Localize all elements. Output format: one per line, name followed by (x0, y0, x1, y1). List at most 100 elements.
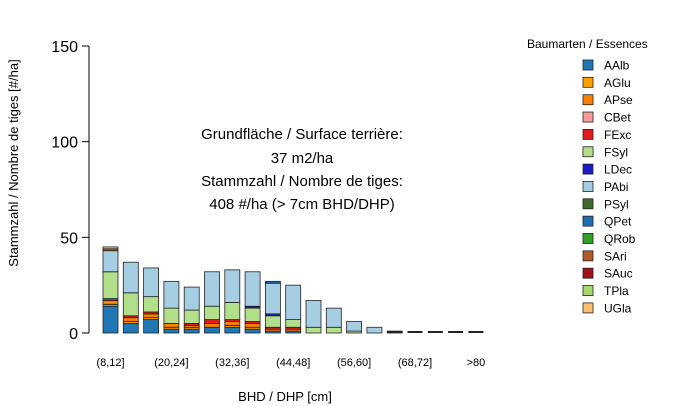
bar-segment (305, 300, 322, 328)
legend-label: FSyl (604, 145, 628, 159)
legend-item: PAbi (582, 180, 628, 194)
bar-segment (183, 286, 200, 311)
bar-segment (264, 282, 281, 315)
bar-segment (224, 321, 241, 326)
annotation-line: 408 #/ha (> 7cm BHD/DHP) (209, 196, 395, 213)
legend-swatch (582, 267, 594, 279)
bar-stack (285, 284, 302, 334)
legend-item: LDec (582, 163, 632, 177)
legend-label: APse (604, 93, 633, 107)
bar-segment (204, 305, 220, 321)
bar-segment (204, 323, 220, 328)
legend-label: TPla (604, 284, 629, 298)
bar-segment (183, 328, 200, 334)
bar-segment (102, 250, 119, 273)
legend-item: UGla (582, 301, 632, 315)
legend-item: AGlu (582, 76, 631, 90)
y-tick-label: 150 (51, 39, 78, 56)
bar-stack (346, 321, 363, 334)
x-tick-label: >80 (467, 357, 486, 369)
bar-segment (183, 309, 200, 324)
bar-segment (102, 246, 119, 250)
x-tick-label: (8,12] (96, 357, 124, 369)
bar-segment (264, 280, 281, 284)
bar-segment (244, 271, 261, 307)
y-axis-title: Stammzahl / Nombre de tiges [#/ha] (6, 59, 21, 266)
bar-segment (346, 321, 363, 332)
x-tick-label: (44,48] (276, 357, 310, 369)
x-axis-title: BHD / DHP [cm] (238, 389, 332, 404)
bar-stack (468, 331, 484, 333)
legend-label: PAbi (604, 180, 628, 194)
legend: AAlb AGlu APse CBet FExc FSyl LDec PAbi PSyl QPet… (582, 59, 636, 315)
legend-swatch (582, 250, 594, 262)
bar-segment (163, 280, 180, 309)
bar-stack (264, 280, 281, 334)
bar-segment (143, 296, 160, 313)
bar-stack (325, 307, 342, 334)
bar-stack (204, 271, 220, 334)
bar-segment (143, 313, 160, 319)
legend-item: FSyl (582, 145, 628, 159)
legend-label: QRob (604, 232, 636, 246)
legend-label: SAuc (604, 267, 633, 281)
bar-stack (143, 267, 160, 334)
bar-segment (102, 305, 119, 334)
legend-label: LDec (604, 163, 632, 177)
bar-stack (305, 300, 322, 334)
bar-stack (407, 331, 423, 333)
annotation-line: 37 m2/ha (271, 150, 334, 167)
bar-segment (325, 326, 342, 334)
bar-stack (366, 326, 383, 334)
bar-segment (244, 323, 261, 328)
legend-item: CBet (582, 111, 631, 125)
bar-segment (366, 326, 383, 334)
legend-swatch (582, 302, 594, 314)
bar-segment (468, 331, 484, 333)
bar-segment (204, 271, 220, 307)
legend-item: SAri (582, 249, 627, 263)
x-tick-label: (20,24] (154, 357, 188, 369)
legend-swatch (582, 128, 594, 140)
y-tick-label: 0 (69, 326, 78, 343)
bar-segment (143, 267, 160, 298)
legend-label: UGla (604, 301, 632, 315)
legend-label: QPet (604, 215, 632, 229)
bar-segment (204, 326, 220, 334)
legend-item: APse (582, 93, 633, 107)
bars-group (102, 246, 484, 334)
bar-segment (244, 328, 261, 334)
bar-segment (163, 323, 180, 328)
bar-segment (122, 317, 139, 322)
bar-stack (244, 271, 261, 334)
legend-item: QRob (582, 232, 636, 246)
legend-swatch (582, 94, 594, 106)
legend-label: AGlu (604, 76, 631, 90)
y-tick-label: 100 (51, 135, 78, 152)
bar-segment (224, 269, 241, 303)
annotation-line: Grundfläche / Surface terrière: (201, 126, 403, 143)
bar-segment (325, 307, 342, 328)
bar-segment (143, 319, 160, 334)
legend-swatch (582, 111, 594, 123)
legend-label: FExc (604, 128, 631, 142)
bar-segment (305, 326, 322, 334)
legend-item: PSyl (582, 197, 629, 211)
legend-swatch (582, 181, 594, 192)
legend-title: Baumarten / Essences (527, 37, 648, 51)
bar-segment (387, 331, 403, 333)
bar-segment (285, 284, 302, 321)
bar-segment (122, 292, 139, 317)
bar-segment (407, 331, 423, 333)
y-ticks: 0 50 100 150 (51, 39, 89, 343)
x-tick-label: (68,72] (398, 357, 432, 369)
legend-swatch (582, 163, 594, 175)
bar-stack (386, 330, 403, 334)
x-tick-label: (56,60] (337, 357, 371, 369)
legend-swatch (582, 285, 594, 296)
legend-item: FExc (582, 128, 631, 142)
legend-swatch (582, 146, 594, 158)
bar-segment (285, 319, 302, 328)
bar-stack (427, 331, 443, 333)
